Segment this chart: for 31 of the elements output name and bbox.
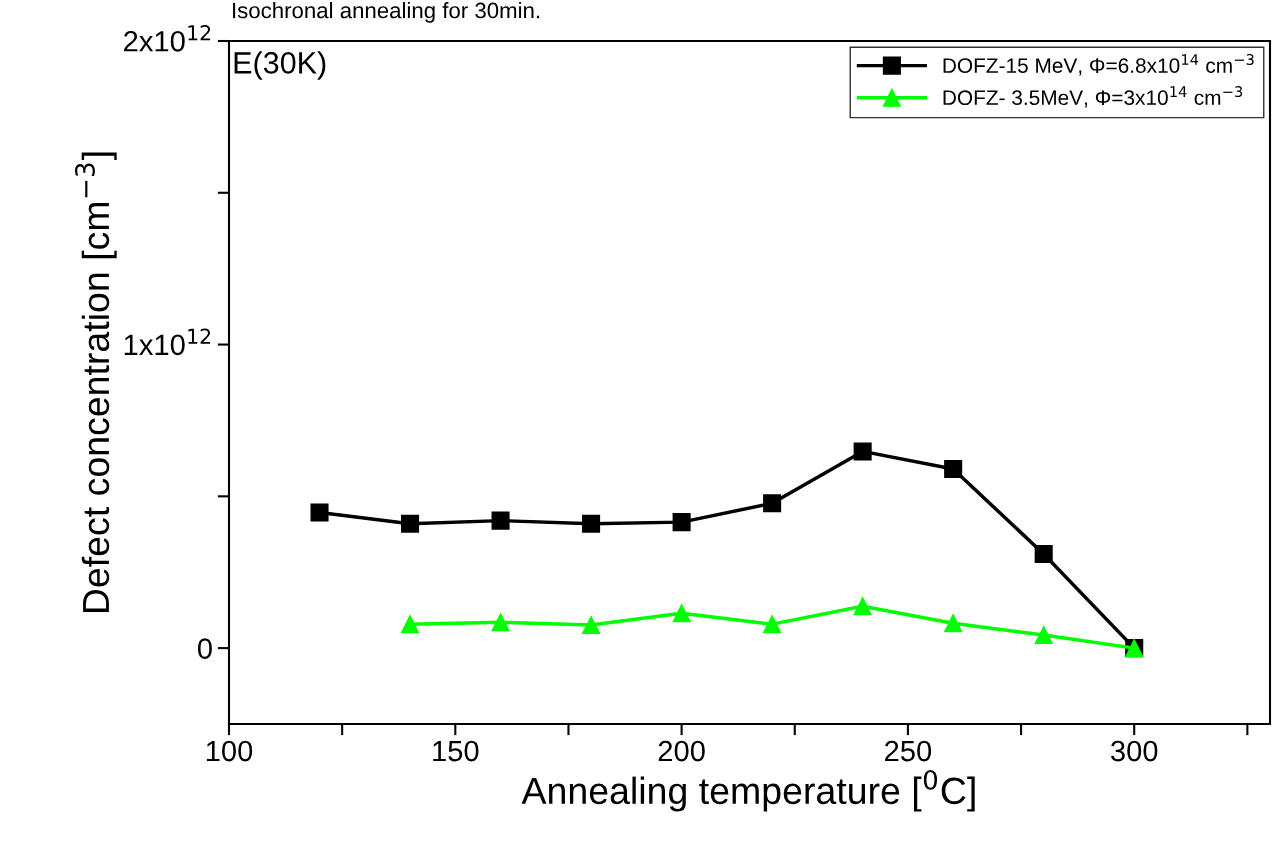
point — [672, 513, 691, 532]
x-tick-label: 150 — [433, 740, 479, 762]
y-axis-title: Defect concentration [cm$^{−3}$] — [75, 152, 117, 613]
point — [853, 597, 872, 616]
point — [401, 514, 420, 533]
x-tick-label: 300 — [1111, 740, 1158, 762]
point — [310, 503, 329, 522]
y-tick-label: 1x10$^{12}$ — [124, 328, 211, 356]
point — [1034, 626, 1053, 645]
point — [491, 511, 510, 530]
point — [582, 616, 601, 635]
point — [853, 442, 872, 461]
y-tick-label: 0 — [197, 638, 212, 659]
point — [672, 604, 691, 623]
y-tick-label: 2x10$^{12}$ — [124, 25, 211, 52]
point — [1034, 544, 1053, 564]
point — [763, 494, 782, 513]
annotation: E(30K) — [234, 51, 326, 80]
chart-title: Isochronal annealing for 30min. — [233, 2, 540, 23]
x-tick-label: 200 — [658, 740, 705, 762]
point — [401, 615, 420, 634]
point — [763, 615, 782, 634]
x-tick-label: 100 — [206, 740, 253, 762]
point — [582, 514, 601, 533]
point — [491, 613, 510, 632]
point — [944, 614, 963, 633]
legend-label: DOFZ-15 MeV, Φ=6.8x10$^{14}$ cm$^{−3}$ — [943, 53, 1254, 76]
x-tick-label: 250 — [885, 740, 932, 762]
point — [944, 459, 963, 479]
legend-label: DOFZ- 3.5MeV, Φ=3x10$^{14}$ cm$^{−3}$ — [943, 86, 1243, 108]
x-axis-title: Annealing temperature [$^{0}$C] — [521, 769, 975, 812]
